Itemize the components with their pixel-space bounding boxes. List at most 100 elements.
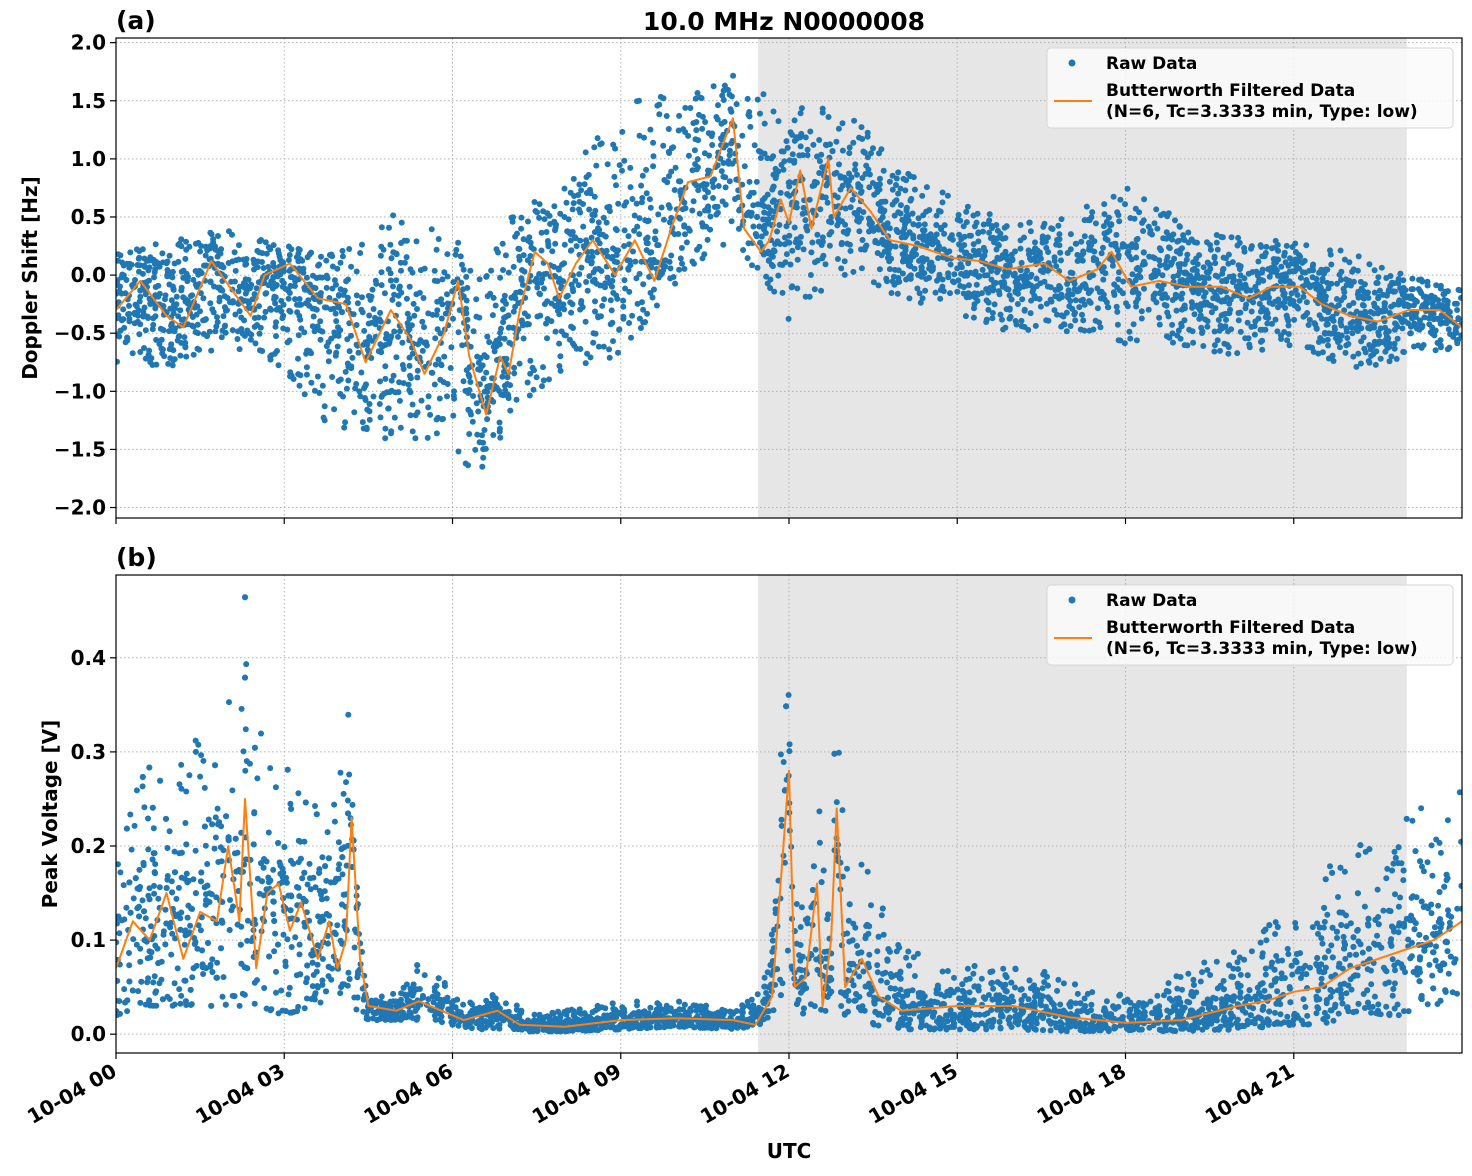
raw-data-point	[545, 316, 551, 322]
raw-data-point	[588, 354, 594, 360]
raw-data-point	[1179, 307, 1185, 313]
raw-data-point	[1392, 980, 1398, 986]
raw-data-point	[482, 427, 488, 433]
raw-data-point	[622, 277, 628, 283]
raw-data-point	[382, 376, 388, 382]
raw-data-point	[695, 137, 701, 143]
raw-data-point	[483, 370, 489, 376]
raw-data-point	[379, 282, 385, 288]
raw-data-point	[483, 274, 489, 280]
raw-data-point	[826, 114, 832, 120]
raw-data-point	[1375, 341, 1381, 347]
raw-data-point	[157, 884, 163, 890]
raw-data-point	[1407, 311, 1413, 317]
raw-data-point	[323, 258, 329, 264]
raw-data-point	[477, 276, 483, 282]
raw-data-point	[1058, 257, 1064, 263]
raw-data-point	[1182, 261, 1188, 267]
raw-data-point	[121, 263, 127, 269]
raw-data-point	[1115, 322, 1121, 328]
raw-data-point	[530, 365, 536, 371]
raw-data-point	[654, 103, 660, 109]
raw-data-point	[615, 201, 621, 207]
raw-data-point	[809, 240, 815, 246]
raw-data-point	[596, 219, 602, 225]
raw-data-point	[1291, 317, 1297, 323]
raw-data-point	[626, 233, 632, 239]
raw-data-point	[1387, 344, 1393, 350]
raw-data-point	[1275, 273, 1281, 279]
raw-data-point	[1282, 305, 1288, 311]
raw-data-point	[198, 243, 204, 249]
raw-data-point	[311, 314, 317, 320]
raw-data-point	[276, 362, 282, 368]
raw-data-point	[981, 245, 987, 251]
raw-data-point	[397, 328, 403, 334]
raw-data-point	[910, 211, 916, 217]
raw-data-point	[140, 314, 146, 320]
raw-data-point	[553, 329, 559, 335]
raw-data-point	[984, 297, 990, 303]
raw-data-point	[941, 288, 947, 294]
raw-data-point	[774, 229, 780, 235]
raw-data-point	[398, 268, 404, 274]
raw-data-point	[1002, 325, 1008, 331]
raw-data-point	[972, 223, 978, 229]
raw-data-point	[846, 967, 852, 973]
raw-data-point	[803, 225, 809, 231]
raw-data-point	[371, 306, 377, 312]
raw-data-point	[436, 357, 442, 363]
raw-data-point	[971, 315, 977, 321]
raw-data-point	[941, 246, 947, 252]
raw-data-point	[345, 378, 351, 384]
raw-data-point	[208, 348, 214, 354]
raw-data-point	[318, 290, 324, 296]
raw-data-point	[866, 229, 872, 235]
raw-data-point	[1166, 210, 1172, 216]
raw-data-point	[219, 262, 225, 268]
raw-data-point	[614, 296, 620, 302]
raw-data-point	[280, 259, 286, 265]
raw-data-point	[324, 285, 330, 291]
raw-data-point	[1006, 287, 1012, 293]
raw-data-point	[934, 213, 940, 219]
raw-data-point	[1395, 336, 1401, 342]
raw-data-point	[1238, 329, 1244, 335]
raw-data-point	[789, 132, 795, 138]
raw-data-point	[1245, 320, 1251, 326]
raw-data-point	[570, 288, 576, 294]
panel-label: (a)	[116, 6, 156, 35]
raw-data-point	[894, 176, 900, 182]
raw-data-point	[719, 168, 725, 174]
raw-data-point	[1348, 283, 1354, 289]
raw-data-point	[945, 270, 951, 276]
raw-data-point	[680, 206, 686, 212]
raw-data-point	[880, 199, 886, 205]
raw-data-point	[1298, 275, 1304, 281]
raw-data-point	[1157, 322, 1163, 328]
raw-data-point	[1177, 269, 1183, 275]
raw-data-point	[421, 295, 427, 301]
raw-data-point	[1043, 317, 1049, 323]
raw-data-point	[794, 285, 800, 291]
raw-data-point	[271, 296, 277, 302]
raw-data-point	[1090, 327, 1096, 333]
raw-data-point	[1362, 281, 1368, 287]
raw-data-point	[1183, 269, 1189, 275]
raw-data-point	[670, 144, 676, 150]
raw-data-point	[1057, 285, 1063, 291]
raw-data-point	[197, 249, 203, 255]
raw-data-point	[366, 334, 372, 340]
raw-data-point	[320, 383, 326, 389]
raw-data-point	[991, 286, 997, 292]
raw-data-point	[326, 358, 332, 364]
raw-data-point	[857, 184, 863, 190]
raw-data-point	[483, 446, 489, 452]
raw-data-point	[627, 262, 633, 268]
raw-data-point	[1255, 273, 1261, 279]
raw-data-point	[1075, 258, 1081, 264]
raw-data-point	[1241, 245, 1247, 251]
raw-data-point	[702, 119, 708, 125]
raw-data-point	[562, 242, 568, 248]
raw-data-point	[571, 176, 577, 182]
